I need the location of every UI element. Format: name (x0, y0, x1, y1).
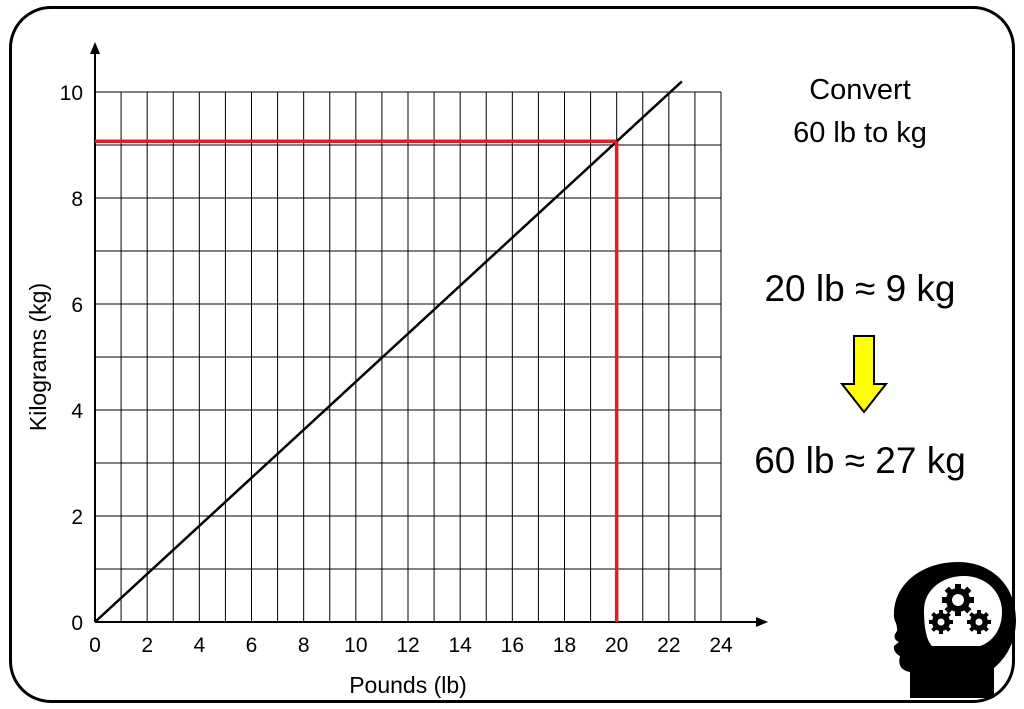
task-title: Convert (809, 74, 911, 106)
chart-axes (90, 42, 768, 627)
x-axis-title: Pounds (lb) (349, 672, 467, 698)
series-group (94, 80, 683, 623)
x-tick-label: 14 (448, 634, 472, 657)
y-tick-labels: 0 2 4 6 8 10 (60, 82, 84, 635)
x-tick-label: 2 (141, 634, 153, 657)
y-tick-label: 0 (71, 612, 83, 635)
y-tick-label: 10 (60, 82, 83, 105)
x-tick-label: 16 (501, 634, 524, 657)
x-tick-label: 22 (657, 634, 680, 657)
task-subtitle: 60 lb to kg (793, 117, 927, 149)
x-tick-label: 4 (193, 634, 205, 657)
y-tick-label: 4 (71, 400, 83, 423)
x-axis-arrowhead (756, 617, 768, 627)
y-axis-title: Kilograms (kg) (25, 283, 51, 431)
y-tick-label: 8 (71, 188, 83, 211)
y-axis-arrowhead (90, 42, 100, 54)
x-tick-label: 0 (89, 634, 101, 657)
conversion-line (94, 80, 683, 623)
x-tick-label: 6 (246, 634, 258, 657)
x-tick-label: 12 (396, 634, 419, 657)
x-tick-label: 8 (298, 634, 310, 657)
x-tick-label: 20 (605, 634, 628, 657)
x-tick-label: 10 (344, 634, 367, 657)
x-tick-labels: 0 2 4 6 8 10 12 14 16 18 20 22 24 (89, 634, 733, 657)
x-tick-label: 24 (709, 634, 733, 657)
conversion-result: 60 lb ≈ 27 kg (754, 440, 966, 481)
y-tick-label: 6 (71, 294, 83, 317)
reading-guide-lines (95, 139, 619, 622)
x-tick-label: 18 (553, 634, 576, 657)
down-arrow-icon (840, 335, 888, 414)
known-fact: 20 lb ≈ 9 kg (764, 268, 956, 309)
y-tick-label: 2 (71, 506, 83, 529)
chart-grid (95, 91, 722, 622)
head-with-gears-icon (893, 562, 1016, 698)
